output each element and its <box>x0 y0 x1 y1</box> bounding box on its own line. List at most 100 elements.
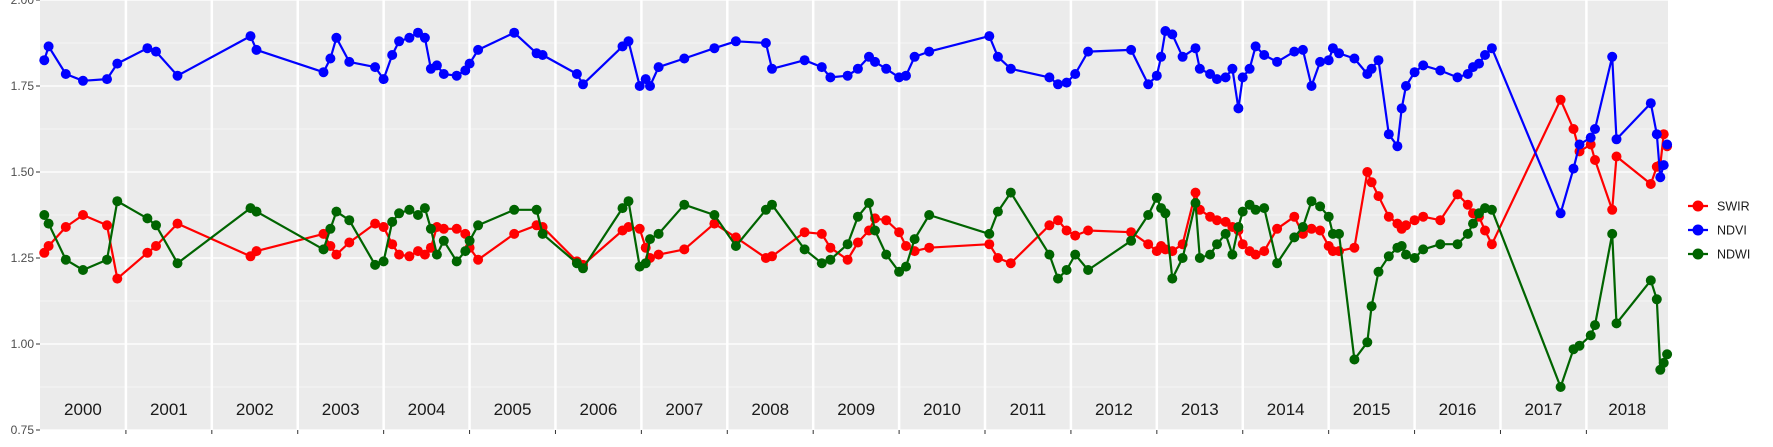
data-point-swir <box>1237 239 1248 250</box>
data-point-ndwi <box>1590 320 1600 331</box>
data-point-swir <box>1585 139 1596 150</box>
data-point-ndvi <box>1250 41 1261 52</box>
data-point-swir <box>894 227 905 238</box>
data-point-swir <box>1053 215 1063 226</box>
data-point-ndwi <box>1151 192 1162 203</box>
data-point-swir <box>1083 225 1094 236</box>
year-label: 2003 <box>322 400 360 419</box>
data-point-ndwi <box>730 241 741 251</box>
data-point-ndwi <box>1651 294 1662 305</box>
data-point-ndwi <box>1323 211 1334 222</box>
year-label: 2002 <box>236 400 274 419</box>
data-point-swir <box>251 246 262 257</box>
data-point-ndwi <box>1468 218 1478 229</box>
data-point-ndvi <box>378 74 389 85</box>
data-point-ndwi <box>78 265 88 275</box>
data-point-ndwi <box>1167 273 1178 284</box>
data-point-ndvi <box>1212 74 1222 85</box>
data-point-ndvi <box>1574 139 1585 150</box>
data-point-ndwi <box>909 234 920 245</box>
data-point-ndwi <box>460 246 471 257</box>
data-point-ndwi <box>39 210 50 220</box>
data-point-ndwi <box>344 215 355 226</box>
data-point-swir <box>1362 167 1373 177</box>
data-point-ndwi <box>1315 201 1326 212</box>
data-point-ndwi <box>881 249 892 260</box>
data-point-ndwi <box>142 213 153 224</box>
data-point-swir <box>1366 177 1377 188</box>
data-point-ndvi <box>404 32 415 43</box>
data-point-ndvi <box>816 62 827 73</box>
year-label: 2006 <box>580 400 618 419</box>
data-point-swir <box>1401 220 1411 231</box>
data-point-ndwi <box>901 261 911 272</box>
data-point-swir <box>451 223 462 234</box>
data-point-ndvi <box>760 38 771 48</box>
data-point-swir <box>1005 258 1016 269</box>
data-point-ndwi <box>1190 198 1201 208</box>
data-point-ndvi <box>992 51 1003 62</box>
data-point-swir <box>816 228 827 239</box>
data-point-ndvi <box>1435 65 1446 76</box>
data-point-ndwi <box>1194 253 1205 263</box>
data-point-ndvi <box>730 36 741 47</box>
data-point-ndwi <box>825 254 836 265</box>
data-point-swir <box>842 254 853 265</box>
data-point-ndwi <box>799 244 810 255</box>
data-point-ndvi <box>1237 72 1248 83</box>
data-point-ndvi <box>431 60 442 71</box>
data-point-ndwi <box>1409 253 1420 263</box>
data-point-ndwi <box>1383 251 1394 262</box>
data-point-ndvi <box>924 46 935 57</box>
data-point-ndvi <box>709 43 720 54</box>
data-point-swir <box>653 249 664 260</box>
data-point-ndwi <box>1366 301 1377 312</box>
data-point-swir <box>1383 211 1394 222</box>
data-point-ndvi <box>1366 63 1377 74</box>
year-label: 2009 <box>837 400 875 419</box>
data-point-ndvi <box>1151 70 1162 81</box>
year-label: 2008 <box>751 400 789 419</box>
data-point-ndwi <box>924 210 935 220</box>
data-point-ndvi <box>1658 160 1669 171</box>
data-point-ndwi <box>172 258 183 269</box>
data-point-ndvi <box>102 74 112 85</box>
data-point-ndwi <box>842 239 853 250</box>
data-point-swir <box>881 215 892 226</box>
data-point-ndvi <box>112 58 123 69</box>
data-point-ndvi <box>578 79 588 90</box>
data-point-ndvi <box>1070 69 1081 79</box>
y-tick-label: 0.75 <box>11 423 35 437</box>
data-point-ndvi <box>1220 72 1231 83</box>
data-point-ndvi <box>634 81 645 91</box>
data-point-ndwi <box>1160 208 1171 219</box>
data-point-ndwi <box>1233 222 1244 232</box>
data-point-ndwi <box>1585 330 1596 341</box>
data-point-ndwi <box>60 254 71 265</box>
year-label: 2005 <box>494 400 532 419</box>
year-label: 2000 <box>64 400 102 419</box>
data-point-swir <box>1126 227 1137 238</box>
data-point-ndvi <box>1590 124 1600 134</box>
data-point-ndwi <box>870 225 880 236</box>
data-point-swir <box>1315 225 1326 236</box>
data-point-swir <box>404 251 415 262</box>
data-point-ndvi <box>1205 69 1216 79</box>
data-point-ndwi <box>413 210 423 220</box>
data-point-ndvi <box>1143 79 1154 90</box>
data-point-ndwi <box>451 256 462 267</box>
data-point-swir <box>1373 191 1384 202</box>
data-point-swir <box>1143 239 1154 250</box>
data-point-ndwi <box>370 259 381 270</box>
data-point-ndwi <box>864 198 874 208</box>
data-point-ndvi <box>1555 208 1566 219</box>
data-point-swir <box>1272 223 1283 234</box>
data-point-ndwi <box>1349 354 1360 365</box>
data-point-swir <box>419 249 430 260</box>
data-point-swir <box>1212 215 1222 226</box>
data-point-ndvi <box>60 69 71 79</box>
data-point-ndvi <box>344 56 355 67</box>
data-point-ndwi <box>473 220 484 231</box>
data-point-swir <box>378 222 389 232</box>
